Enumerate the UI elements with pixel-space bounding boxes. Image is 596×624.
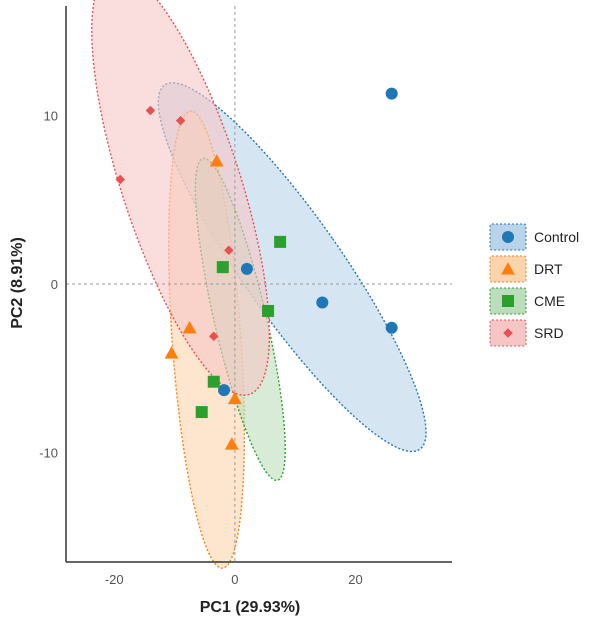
y-axis-title: PC2 (8.91%) <box>9 237 26 329</box>
data-point-srd-2 <box>175 115 186 126</box>
data-point-drt-2 <box>182 320 197 334</box>
x-tick-label: -20 <box>105 572 124 587</box>
legend-marker-cme <box>502 295 514 307</box>
data-point-drt-3 <box>164 346 179 359</box>
data-point-cme-3 <box>262 304 275 317</box>
x-tick-label: 20 <box>348 572 362 587</box>
data-point-drt-4 <box>227 391 242 405</box>
legend-item-drt: DRT <box>489 255 563 283</box>
y-tick-label: 0 <box>51 277 58 292</box>
legend-label-srd: SRD <box>534 325 564 341</box>
x-tick-label: 0 <box>231 572 238 587</box>
data-point-control-2 <box>316 296 329 309</box>
confidence-ellipse-srd <box>91 0 271 396</box>
data-point-cme-2 <box>216 261 229 274</box>
y-tick-label: 10 <box>44 109 58 124</box>
legend: Control DRT CME SRD <box>489 223 579 347</box>
legend-marker-drt <box>501 262 515 275</box>
legend-item-cme: CME <box>489 287 565 315</box>
data-point-srd-1 <box>145 105 156 116</box>
points-layer <box>115 87 398 450</box>
legend-item-control: Control <box>489 223 579 251</box>
legend-label-cme: CME <box>534 293 565 309</box>
data-point-control-4 <box>240 262 253 275</box>
data-point-control-5 <box>218 384 231 397</box>
data-point-srd-4 <box>224 245 234 256</box>
data-point-control-3 <box>385 321 398 334</box>
legend-marker-srd <box>503 328 513 338</box>
x-axis-title: PC1 (29.93%) <box>200 599 301 616</box>
data-point-srd-3 <box>115 174 126 185</box>
data-point-cme-5 <box>195 406 208 419</box>
tick-labels: -20 0 20 -10 0 10 <box>39 109 363 587</box>
legend-item-srd: SRD <box>489 319 564 347</box>
legend-label-drt: DRT <box>534 261 563 277</box>
data-point-drt-1 <box>209 154 224 167</box>
reference-lines <box>66 6 452 562</box>
data-point-srd-5 <box>209 331 219 341</box>
data-point-drt-5 <box>224 437 239 450</box>
data-point-control-1 <box>385 87 398 100</box>
axes <box>65 6 452 563</box>
ellipses-layer <box>91 0 427 569</box>
data-point-cme-1 <box>274 235 287 248</box>
legend-marker-control <box>502 231 514 243</box>
data-point-cme-4 <box>207 375 220 388</box>
legend-label-control: Control <box>534 229 579 245</box>
y-tick-label: -10 <box>39 445 58 460</box>
